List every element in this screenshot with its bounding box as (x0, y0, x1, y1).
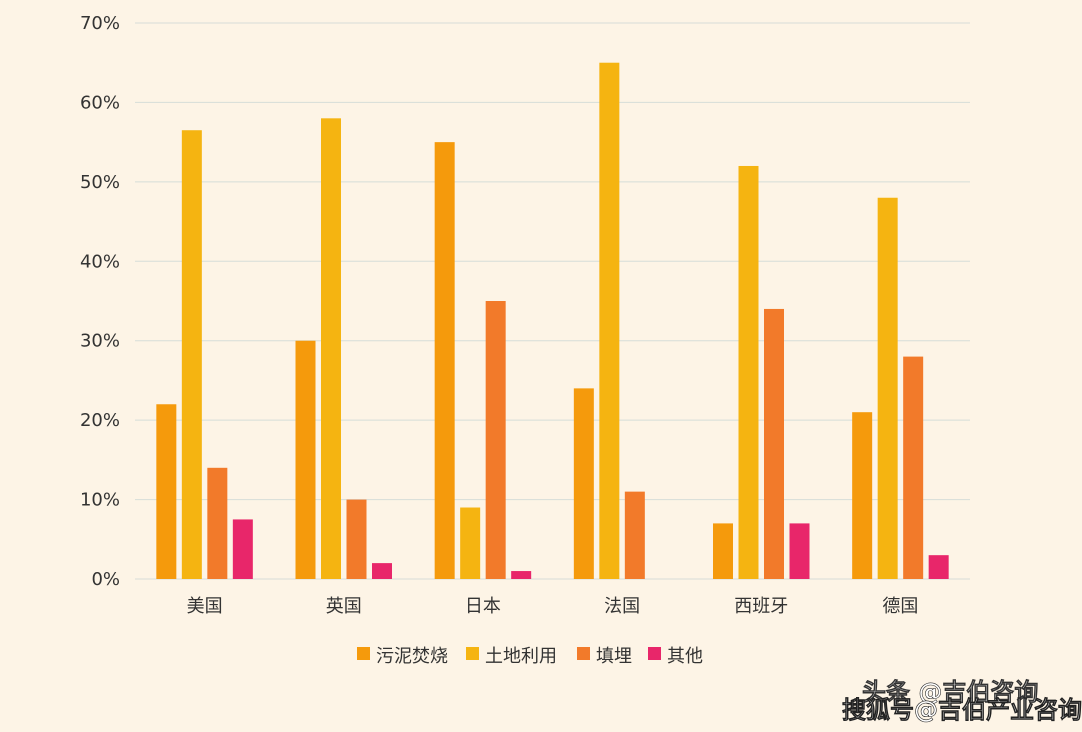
legend-swatch (648, 647, 661, 660)
y-tick-label: 50% (80, 172, 120, 193)
bar (903, 356, 924, 579)
y-tick-label: 0% (91, 569, 120, 590)
x-tick-label: 日本 (465, 596, 501, 617)
legend-swatch (466, 647, 479, 660)
bar (573, 388, 594, 579)
x-tick-label: 法国 (604, 596, 640, 617)
y-tick-label: 70% (80, 13, 120, 34)
bar (624, 491, 645, 579)
y-tick-label: 10% (80, 490, 120, 511)
bar (434, 142, 455, 579)
bar (511, 571, 532, 579)
bar (295, 340, 316, 579)
legend-label: 污泥焚烧 (376, 646, 448, 667)
bar (713, 523, 733, 579)
x-tick-label: 英国 (326, 596, 362, 617)
watermark-line-2: 搜狐号@吉伯产业咨询 (842, 696, 1082, 724)
legend-swatch (577, 647, 590, 660)
legend-label: 土地利用 (485, 646, 557, 667)
bar (372, 563, 392, 579)
bar (877, 197, 898, 579)
legend: 污泥焚烧 土地利用 填埋 其他 (357, 646, 703, 667)
bar (928, 555, 949, 579)
bars (156, 62, 949, 580)
x-tick-label: 德国 (882, 596, 918, 617)
x-tick-label: 西班牙 (734, 596, 788, 617)
bar (764, 308, 784, 579)
bar (321, 118, 341, 580)
bar (738, 165, 759, 579)
legend-label: 填埋 (596, 646, 632, 667)
y-tick-label: 60% (80, 92, 120, 113)
bar (156, 404, 177, 579)
x-tick-label: 美国 (187, 596, 223, 617)
y-tick-label: 30% (80, 331, 120, 352)
watermark: 头条 @吉伯咨询 搜狐号@吉伯产业咨询 (842, 678, 1082, 725)
bar (852, 412, 873, 579)
y-tick-label: 20% (80, 410, 120, 431)
bar (485, 301, 506, 579)
y-axis-ticks: 0% 10% 20% 30% 40% 50% 60% 70% (80, 13, 120, 590)
bar (207, 467, 228, 579)
bar (232, 519, 253, 579)
y-tick-label: 40% (80, 251, 120, 272)
bar (346, 499, 367, 579)
bar (599, 62, 620, 579)
gridlines (135, 22, 970, 580)
legend-swatch (357, 647, 370, 660)
watermark-line-1: 头条 @吉伯咨询 (862, 678, 1038, 706)
bar (789, 523, 810, 579)
legend-label: 其他 (667, 646, 703, 667)
bar (460, 507, 481, 579)
bar (181, 130, 202, 579)
x-axis-labels: 美国 英国 日本 法国 西班牙 德国 (187, 596, 919, 617)
